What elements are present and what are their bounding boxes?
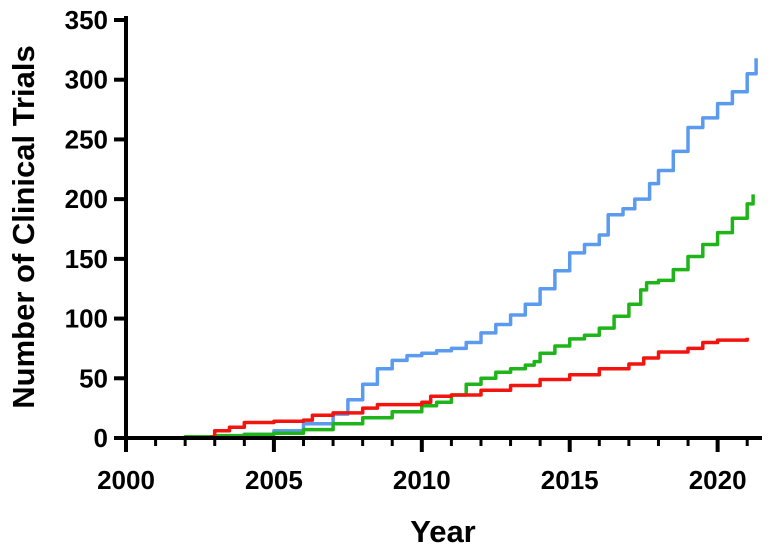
x-ticks: 2000 2005 2010 2015 2020 — [97, 438, 749, 495]
y-tick-label: 350 — [65, 5, 108, 35]
y-tick-label: 100 — [65, 304, 108, 334]
x-tick-label: 2020 — [689, 465, 747, 495]
x-tick-label: 2000 — [97, 465, 155, 495]
y-tick-label: 0 — [94, 423, 108, 453]
y-ticks: 0 50 100 150 200 250 300 350 — [65, 5, 126, 453]
x-axis-title: Year — [410, 514, 476, 549]
y-tick-label: 250 — [65, 124, 108, 154]
series-line-2 — [126, 194, 755, 440]
x-tick-label: 2005 — [245, 465, 303, 495]
y-tick-label: 200 — [65, 184, 108, 214]
series-layer — [126, 58, 758, 440]
x-tick-label: 2010 — [393, 465, 451, 495]
y-axis-title: Number of Clinical Trials — [6, 45, 41, 408]
series-line-3 — [126, 337, 749, 440]
x-tick-label: 2015 — [541, 465, 599, 495]
y-tick-label: 300 — [65, 65, 108, 95]
y-tick-label: 150 — [65, 244, 108, 274]
y-tick-label: 50 — [79, 363, 108, 393]
series-line-1 — [126, 58, 758, 440]
